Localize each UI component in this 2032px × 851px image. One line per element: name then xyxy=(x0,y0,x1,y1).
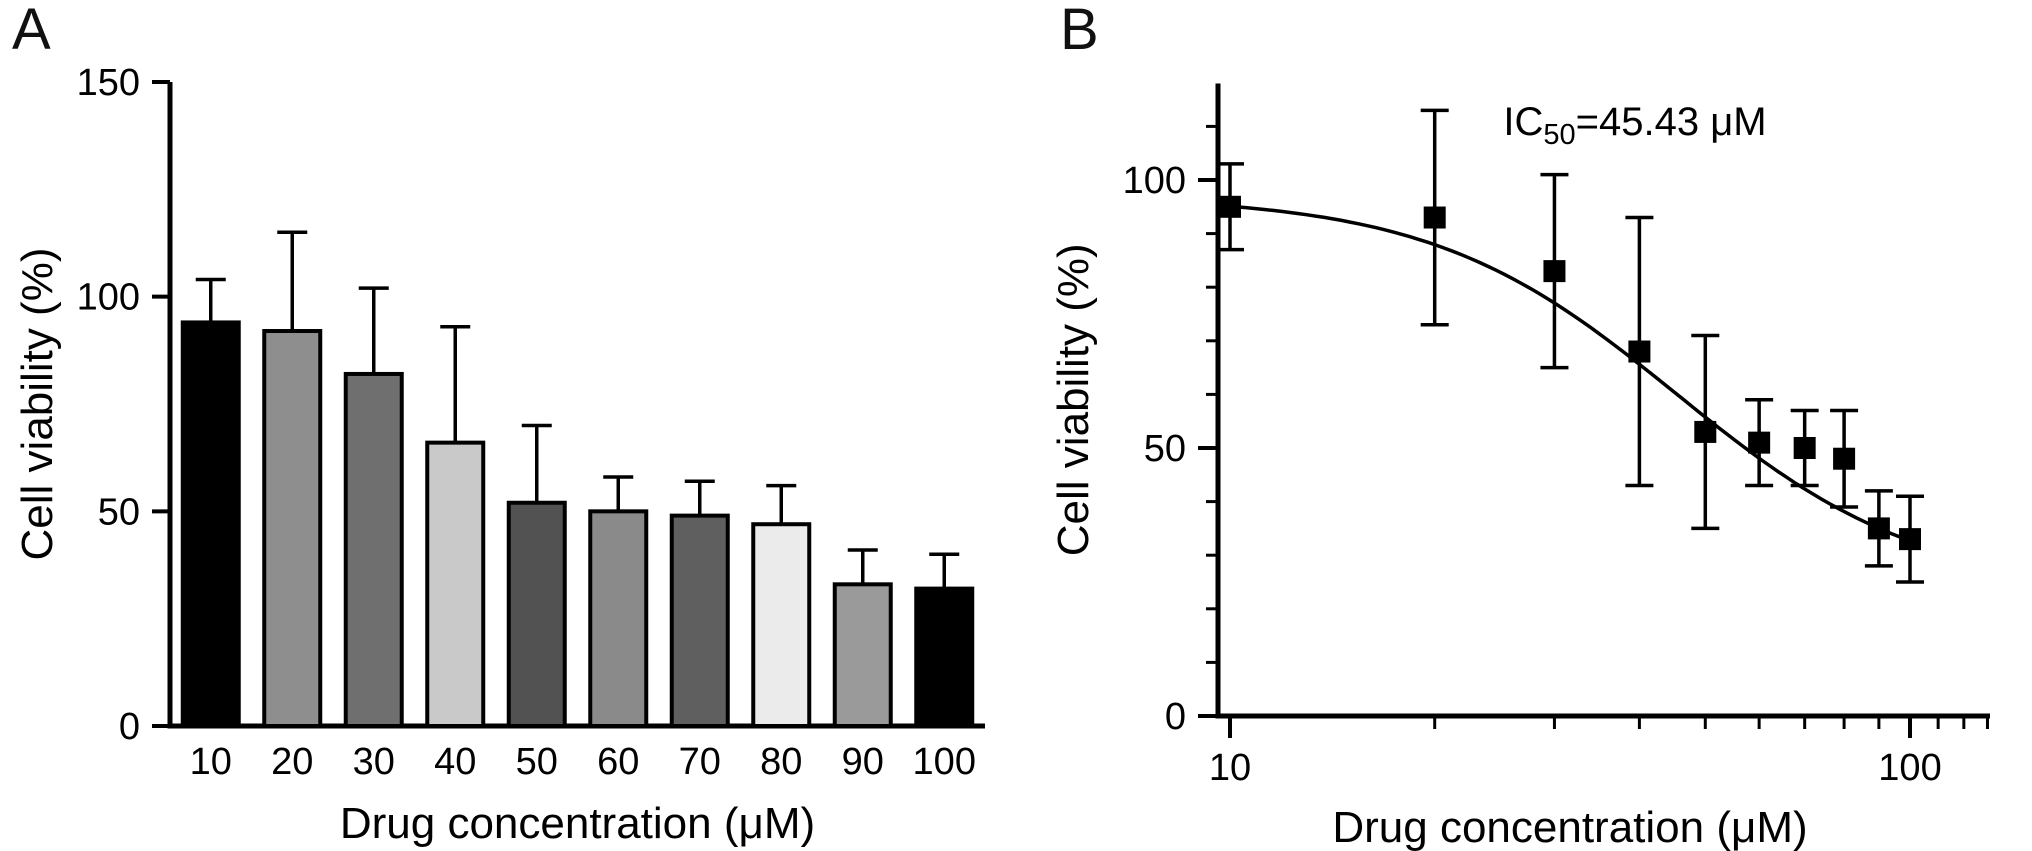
y-tick-label: 100 xyxy=(1123,160,1186,202)
panel-a: A 0 50 100 150 10 20 30 40 50 60 70 80 90 100 Drug con… xyxy=(0,0,1000,851)
bar-30 xyxy=(343,371,404,728)
bar-60 xyxy=(588,509,649,729)
x-axis-title: Drug concentration (μM) xyxy=(1332,803,1807,851)
dose-response-chart: 0 50 100 10 100 Drug concentration (μM) Cell v… xyxy=(1049,83,1990,851)
bar-40 xyxy=(425,440,486,728)
bar-100 xyxy=(914,586,975,729)
data-point-40 xyxy=(1628,340,1651,363)
fit-curve xyxy=(1229,204,1917,545)
axes xyxy=(1215,83,1990,719)
bar-50 xyxy=(506,500,567,728)
x-tick-label: 50 xyxy=(516,741,558,783)
y-tick-label: 50 xyxy=(98,491,140,533)
x-tick-label: 30 xyxy=(353,741,395,783)
bar-10 xyxy=(180,320,241,728)
x-tick-label: 100 xyxy=(1878,747,1941,789)
bar-80 xyxy=(751,522,812,728)
data-point-100 xyxy=(1899,528,1921,551)
x-tick-label: 70 xyxy=(679,741,721,783)
x-tick-label: 80 xyxy=(760,741,802,783)
x-tick-label: 60 xyxy=(597,741,639,783)
y-tick-label: 50 xyxy=(1144,428,1186,470)
data-point-20 xyxy=(1423,206,1446,229)
x-tick-label: 10 xyxy=(1209,747,1251,789)
data-point-60 xyxy=(1748,431,1771,454)
data-point-70 xyxy=(1793,437,1816,459)
y-tick-label: 0 xyxy=(119,706,140,748)
y-tick-label: 0 xyxy=(1165,696,1186,738)
panel-b-label: B xyxy=(1060,0,1099,62)
bar-20 xyxy=(262,329,323,728)
y-tick-label: 100 xyxy=(77,277,140,319)
data-point-80 xyxy=(1833,447,1856,470)
data-point-10 xyxy=(1219,195,1241,218)
ic50-annotation: IC50=45.43 μM xyxy=(1503,100,1766,151)
bar-chart-cell-viability: 0 50 100 150 10 20 30 40 50 60 70 80 90 100 Drug conce… xyxy=(13,62,985,848)
x-tick-label: 100 xyxy=(913,741,976,783)
data-point-90 xyxy=(1867,517,1890,540)
x-tick-label: 10 xyxy=(190,741,232,783)
panel-b: B 0 50 100 10 100 Drug concentration (μM) Cell… xyxy=(1000,0,2032,851)
x-tick-label: 40 xyxy=(434,741,476,783)
y-axis-title: Cell viability (%) xyxy=(1049,243,1098,556)
x-tick-label: 90 xyxy=(842,741,884,783)
data-point-30 xyxy=(1543,260,1566,283)
x-tick-label: 20 xyxy=(271,741,313,783)
bar-90 xyxy=(832,582,893,728)
y-axis-title: Cell viability (%) xyxy=(13,248,62,561)
x-axis-title: Drug concentration (μM) xyxy=(340,799,815,848)
panel-a-label: A xyxy=(12,0,51,62)
y-tick-label: 150 xyxy=(77,62,140,104)
data-point-50 xyxy=(1694,420,1717,443)
bar-70 xyxy=(669,513,730,728)
